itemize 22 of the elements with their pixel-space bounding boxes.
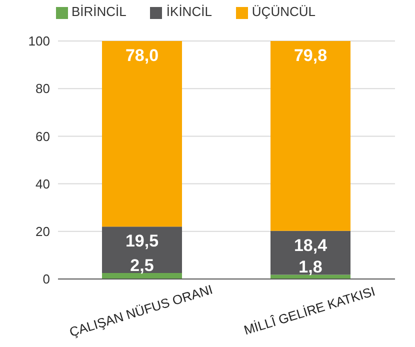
data-label: 79,8 [294,46,328,65]
x-tick-label: MİLLÎ GELİRE KATKISI [242,284,377,338]
bar [270,41,350,231]
bar [102,273,182,279]
bar [102,41,182,227]
y-tick-label: 80 [36,81,50,96]
legend-label: ÜÇÜNCÜL [252,4,316,19]
data-label: 19,5 [125,232,159,251]
bar [270,274,350,279]
legend-label: BİRİNCİL [72,4,126,19]
bar [270,230,350,275]
y-tick-label: 40 [36,176,50,192]
bar [102,226,182,274]
data-label: 1,8 [298,258,322,277]
data-label: 18,4 [294,236,328,255]
y-tick-label: 100 [28,34,50,49]
data-label: 2,5 [130,256,154,276]
legend-label: İKİNCİL [166,4,212,19]
y-tick-label: 20 [36,224,50,240]
y-tick-label: 0 [42,272,50,287]
data-label: 78,0 [125,46,159,65]
y-tick-label: 60 [36,128,50,144]
